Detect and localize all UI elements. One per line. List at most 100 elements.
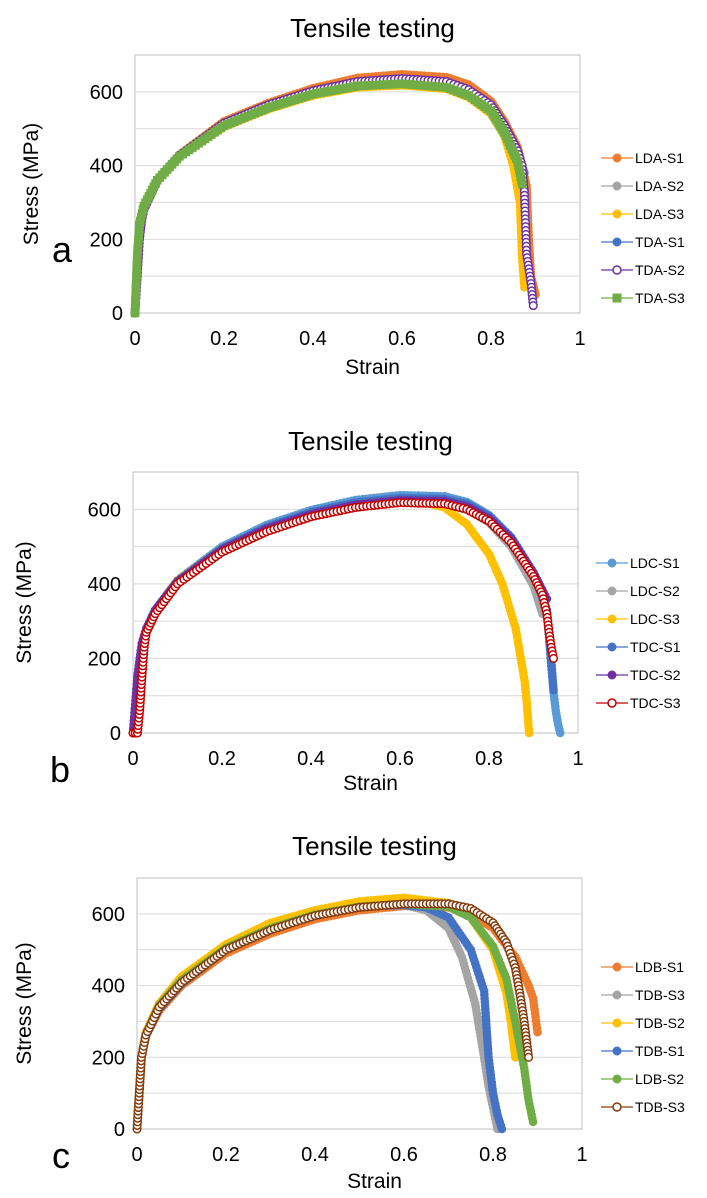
x-tick-label: 0.4 — [299, 328, 327, 350]
legend-label: TDA-S1 — [635, 234, 685, 250]
data-point — [549, 685, 558, 695]
data-point — [517, 179, 527, 189]
series-lda-s2 — [130, 76, 531, 318]
chart-title: Tensile testing — [290, 13, 455, 43]
legend-label: LDC-S2 — [630, 583, 680, 599]
legend-label: TDC-S3 — [630, 695, 681, 711]
legend-marker — [612, 265, 622, 275]
legend-item: LDA-S2 — [601, 178, 684, 194]
chart-panel-b: 0 200 400 600 0 0.2 0.4 0.6 0.8 1 Tensile testing S… — [13, 426, 681, 795]
series-tda-s2 — [130, 74, 538, 318]
series-line — [134, 84, 525, 314]
legend-label: TDC-S1 — [630, 639, 681, 655]
series-line — [136, 904, 499, 1130]
legend-marker — [612, 1046, 622, 1056]
legend-item: TDA-S1 — [601, 234, 685, 250]
legend: LDB-S1 TDB-S3 TDB-S2 TDB-S1 LDB-S2 TDB-S3 — [601, 959, 685, 1115]
x-tick-label: 0.8 — [477, 328, 505, 350]
y-axis-label: Stress (MPa) — [13, 942, 36, 1065]
x-tick-label: 0.2 — [210, 328, 238, 350]
plot-area-frame — [132, 471, 579, 734]
legend-label: TDA-S3 — [635, 290, 685, 306]
legend-marker — [612, 962, 622, 972]
series-tdb-s3 — [132, 899, 534, 1134]
legend-item: LDC-S3 — [596, 611, 680, 627]
x-tick-label: 0 — [129, 328, 140, 350]
legend: LDA-S1 LDA-S2 LDA-S3 TDA-S1 TDA-S2 TDA-S3 — [601, 150, 685, 306]
legend-item: LDA-S3 — [601, 206, 684, 222]
x-tick-label: 1 — [572, 748, 583, 770]
legend-label: TDC-S2 — [630, 667, 681, 683]
series-line — [136, 903, 530, 1130]
y-tick-label: 0 — [110, 723, 121, 745]
legend-item: TDC-S1 — [596, 639, 681, 655]
legend-marker — [612, 293, 622, 303]
legend-marker — [612, 1074, 622, 1084]
x-tick-label: 0.2 — [208, 748, 236, 770]
legend-label: TDB-S1 — [635, 1043, 685, 1059]
legend-label: TDA-S2 — [635, 262, 685, 278]
series-line — [134, 77, 525, 314]
x-tick-label: 0.2 — [212, 1144, 240, 1166]
legend-item: TDA-S3 — [601, 290, 685, 306]
x-tick-label: 0.4 — [301, 1144, 329, 1166]
legend-item: TDB-S3 — [601, 1099, 685, 1115]
legend-item: TDC-S3 — [596, 695, 681, 711]
chart-title: Tensile testing — [292, 831, 457, 861]
legend-label: LDB-S1 — [635, 959, 684, 975]
legend-marker — [607, 642, 617, 652]
y-tick-label: 200 — [92, 1047, 125, 1069]
x-axis-label: Strain — [343, 772, 398, 795]
legend-label: LDA-S3 — [635, 206, 684, 222]
series-ldc-s2 — [128, 497, 547, 738]
data-point — [548, 653, 559, 663]
legend-marker — [612, 237, 622, 247]
panel-letter: b — [50, 749, 70, 790]
data-point — [528, 301, 538, 311]
series-line — [134, 83, 523, 314]
legend-label: LDB-S2 — [635, 1071, 684, 1087]
legend-label: TDB-S3 — [635, 1099, 685, 1115]
legend-item: LDB-S2 — [601, 1071, 684, 1087]
legend-label: LDA-S2 — [635, 178, 684, 194]
series-line — [132, 497, 555, 734]
series-line — [134, 73, 537, 314]
x-tick-label: 0.6 — [386, 748, 414, 770]
legend-marker — [612, 990, 622, 1000]
x-tick-label: 0.8 — [479, 1144, 507, 1166]
series-lda-s3 — [130, 80, 529, 318]
series-line — [134, 80, 528, 314]
series-tda-s3 — [130, 79, 527, 318]
y-tick-label: 600 — [88, 499, 121, 521]
legend-item: LDA-S1 — [601, 150, 684, 166]
series-line — [133, 501, 555, 734]
y-tick-label: 400 — [92, 976, 125, 998]
y-axis-label: Stress (MPa) — [13, 541, 36, 664]
x-axis-label: Strain — [345, 356, 400, 379]
x-axis-label: Strain — [347, 1170, 402, 1193]
legend-item: TDB-S1 — [601, 1043, 685, 1059]
chart-title: Tensile testing — [288, 426, 453, 456]
y-tick-label: 600 — [90, 82, 123, 104]
y-tick-label: 0 — [114, 1119, 125, 1141]
series-line — [134, 77, 534, 314]
y-tick-label: 600 — [92, 904, 125, 926]
legend-item: TDB-S3 — [601, 987, 685, 1003]
legend-marker — [612, 1102, 622, 1112]
data-point — [524, 728, 534, 738]
data-point — [533, 1027, 542, 1037]
legend-marker — [612, 153, 622, 163]
legend-item: TDB-S2 — [601, 1015, 685, 1031]
panel-letter: c — [52, 1135, 70, 1176]
series-tdc-s3 — [128, 498, 559, 738]
legend-marker — [607, 558, 617, 568]
series-tdc-s2 — [128, 496, 552, 738]
legend-marker — [607, 614, 617, 624]
legend: LDC-S1 LDC-S2 LDC-S3 TDC-S1 TDC-S2 TDC-S3 — [596, 555, 681, 711]
data-point — [528, 1117, 538, 1127]
series-line — [132, 500, 530, 734]
legend-label: LDC-S3 — [630, 611, 680, 627]
legend-marker — [607, 698, 617, 708]
series-line — [132, 499, 548, 734]
